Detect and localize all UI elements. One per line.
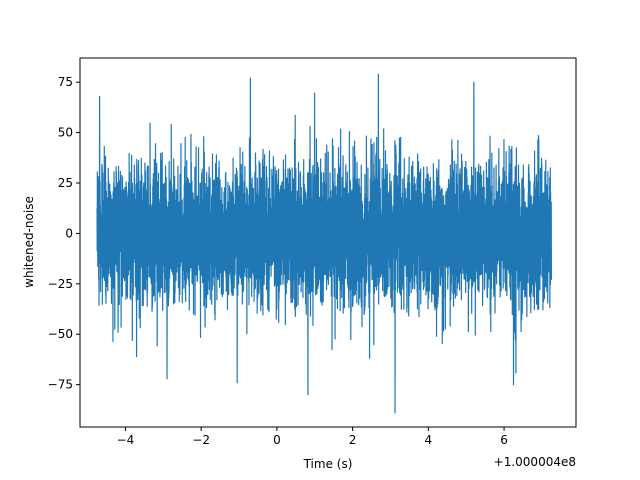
x-tick-label: −2 bbox=[192, 433, 210, 447]
x-tick-label: −4 bbox=[117, 433, 135, 447]
x-tick-label: 6 bbox=[500, 433, 508, 447]
x-tick-label: 4 bbox=[425, 433, 433, 447]
plot-area bbox=[96, 73, 552, 414]
y-tick-label: −75 bbox=[48, 378, 73, 392]
noise-series-line bbox=[96, 73, 552, 414]
y-tick-label: 50 bbox=[58, 126, 73, 140]
x-axis-label: Time (s) bbox=[303, 457, 353, 471]
y-tick-label: −50 bbox=[48, 327, 73, 341]
y-axis-label: whitened-noise bbox=[22, 196, 36, 288]
x-axis: −4 −2 0 2 4 6 bbox=[117, 427, 508, 447]
y-tick-label: 75 bbox=[58, 75, 73, 89]
y-tick-label: −25 bbox=[48, 277, 73, 291]
x-tick-label: 0 bbox=[273, 433, 281, 447]
y-tick-label: 25 bbox=[58, 176, 73, 190]
y-tick-label: 0 bbox=[65, 226, 73, 240]
x-tick-label: 2 bbox=[349, 433, 357, 447]
y-axis: 75 50 25 0 −25 −50 −75 bbox=[48, 75, 80, 392]
axes-frame bbox=[79, 57, 577, 428]
x-offset-label: +1.000004e8 bbox=[494, 455, 576, 469]
